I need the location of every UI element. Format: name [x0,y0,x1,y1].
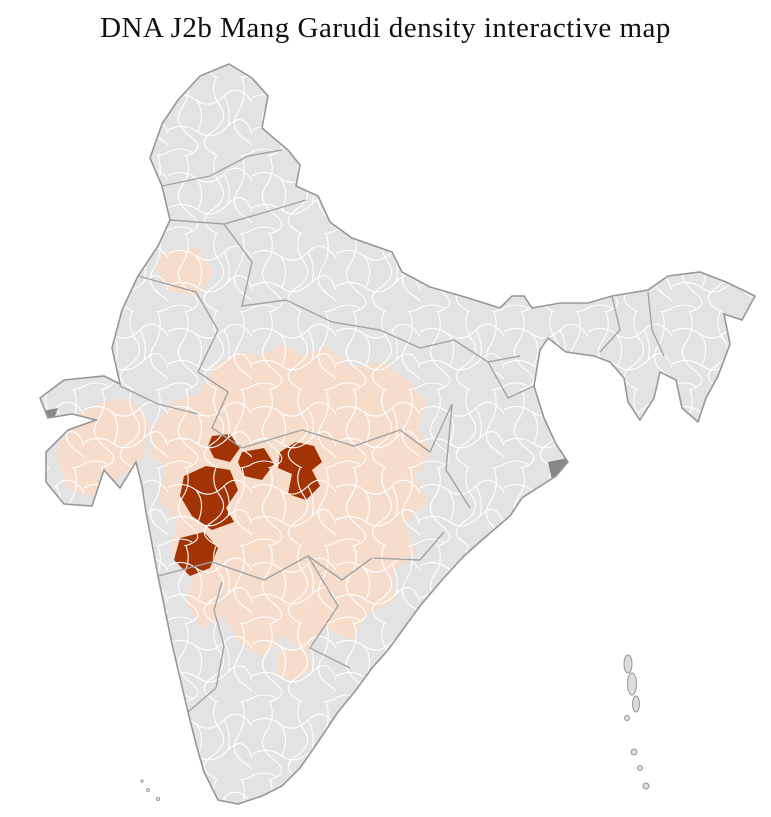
state-boundaries [119,149,665,713]
lakshadweep-islands[interactable] [140,779,160,802]
andaman-nicobar-islands[interactable] [623,654,650,790]
page-title: DNA J2b Mang Garudi density interactive … [100,12,671,44]
district-boundaries-mesh [40,64,755,804]
